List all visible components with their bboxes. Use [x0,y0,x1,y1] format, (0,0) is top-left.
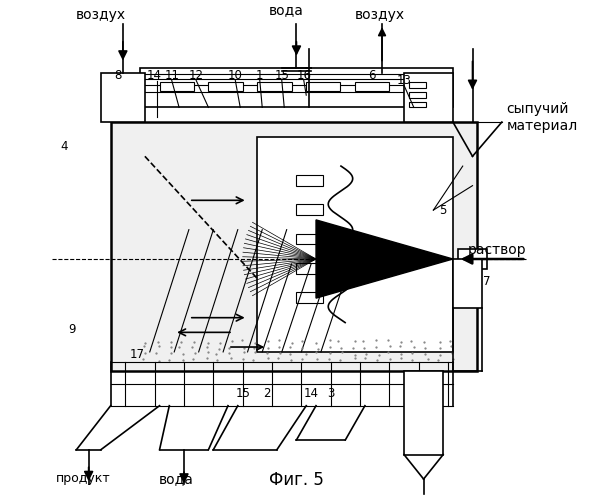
Text: 9: 9 [68,324,75,336]
FancyBboxPatch shape [409,92,426,98]
FancyBboxPatch shape [297,263,324,274]
Text: 12: 12 [189,69,204,82]
FancyBboxPatch shape [297,175,324,186]
Text: 1: 1 [256,69,264,82]
Text: 11: 11 [164,69,179,82]
FancyBboxPatch shape [140,68,453,108]
FancyBboxPatch shape [458,249,487,269]
Text: вода: вода [269,3,304,17]
FancyBboxPatch shape [297,292,324,303]
Text: 4: 4 [60,140,68,153]
FancyBboxPatch shape [306,82,340,92]
Text: продукт: продукт [56,472,111,484]
FancyBboxPatch shape [257,137,453,352]
Text: вода: вода [159,472,194,486]
Polygon shape [316,220,453,298]
FancyBboxPatch shape [257,82,292,92]
FancyBboxPatch shape [297,234,324,244]
Text: 10: 10 [228,69,243,82]
FancyBboxPatch shape [453,259,482,308]
Text: раствор: раствор [468,242,526,256]
Text: воздух: воздух [355,8,405,22]
Text: 6: 6 [368,69,376,82]
FancyBboxPatch shape [297,204,324,215]
Text: Фиг. 5: Фиг. 5 [269,471,324,489]
FancyBboxPatch shape [209,82,243,92]
Text: 2: 2 [263,387,271,400]
FancyBboxPatch shape [409,102,426,107]
Text: 15: 15 [235,387,250,400]
FancyBboxPatch shape [111,122,477,372]
Text: 5: 5 [440,204,447,216]
Text: 17: 17 [130,348,145,361]
FancyBboxPatch shape [160,82,194,92]
Text: 8: 8 [114,69,121,82]
Text: 13: 13 [396,74,411,87]
Text: 14: 14 [147,69,162,82]
Text: воздух: воздух [76,8,126,22]
FancyBboxPatch shape [355,82,389,92]
Text: 7: 7 [483,274,491,287]
FancyBboxPatch shape [404,82,438,92]
FancyBboxPatch shape [404,372,443,454]
FancyBboxPatch shape [101,73,145,122]
Text: 16: 16 [296,69,312,82]
Text: 15: 15 [274,69,289,82]
FancyBboxPatch shape [409,82,426,88]
Text: 3: 3 [327,387,334,400]
Text: сыпучий
материал: сыпучий материал [507,102,578,133]
FancyBboxPatch shape [404,73,453,122]
Text: 14: 14 [304,387,319,400]
